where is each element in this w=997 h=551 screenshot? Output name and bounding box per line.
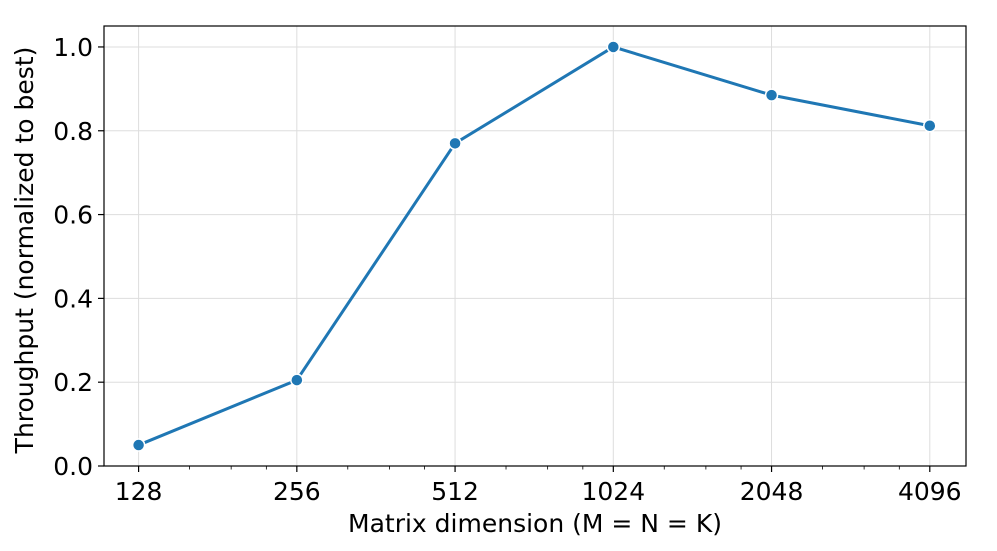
y-axis-label: Throughput (normalized to best) [10,47,39,455]
data-point [923,118,937,133]
x-tick-label: 512 [431,477,479,506]
grid [104,26,966,467]
ticks [98,46,931,472]
y-tick-label: 0.2 [53,368,93,397]
data-point [764,88,779,102]
y-tick-label: 0.8 [53,117,93,146]
y-tick-label: 0.4 [53,284,93,313]
x-tick-labels: 128 256 512 1024 2048 4096 [115,477,962,506]
data-point [448,136,462,151]
data-point [606,40,621,54]
y-tick-label: 0.0 [53,452,93,481]
x-tick-label: 128 [115,477,163,506]
series-layer [131,40,937,452]
x-axis-label: Matrix dimension (M = N = K) [348,509,722,538]
x-tick-label: 1024 [582,477,646,506]
x-tick-label: 4096 [898,477,962,506]
series-line [137,45,932,447]
y-tick-label: 1.0 [53,33,93,62]
y-tick-labels: 0.0 0.2 0.4 0.6 0.8 1.0 [53,33,93,481]
data-point [290,373,304,387]
plot-frame [103,25,967,467]
x-tick-label: 256 [273,477,321,506]
data-point [131,438,146,452]
x-tick-label: 2048 [740,477,804,506]
y-tick-label: 0.6 [53,201,93,230]
